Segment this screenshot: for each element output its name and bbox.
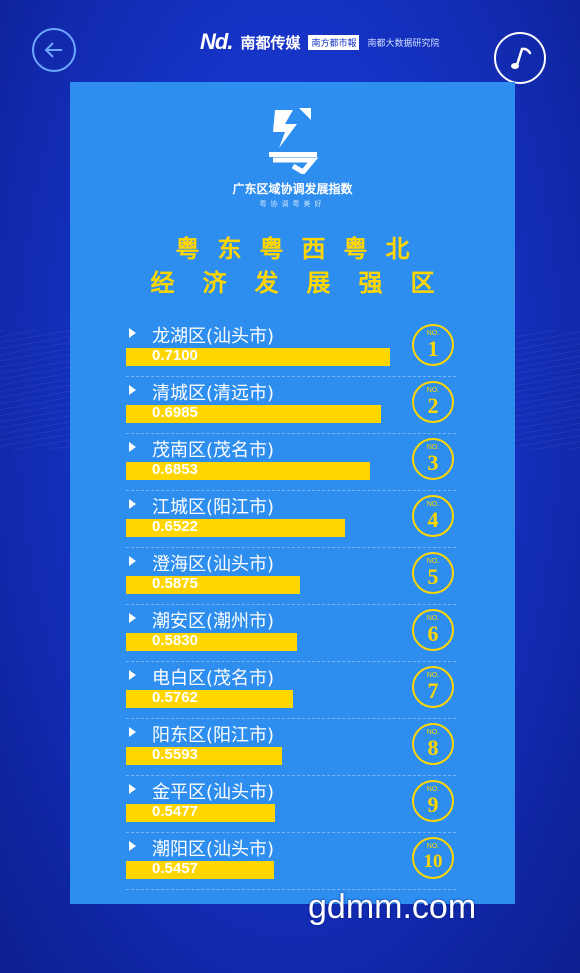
score-bar: [126, 747, 282, 765]
score-bar: [126, 348, 390, 366]
rank-prefix: NO.: [426, 501, 440, 508]
bullet-triangle-icon: [129, 784, 136, 794]
score-value: 0.5593: [152, 746, 198, 763]
brand-logo: Nd.: [200, 29, 233, 54]
watermark: gdmm.com: [308, 888, 477, 926]
rank-badge: NO. 9: [412, 780, 454, 822]
score-bar: [126, 462, 370, 480]
rank-number: 9: [427, 792, 439, 817]
rank-number: 6: [427, 621, 439, 646]
district-name: 电白区(茂名市): [152, 668, 275, 689]
index-emblem-icon: [268, 108, 318, 174]
index-title: 广东区域协调发展指数: [232, 182, 353, 196]
ranking-row[interactable]: 清城区(清远市) 0.6985 NO. 2: [126, 377, 456, 434]
rank-number: 10: [423, 851, 443, 872]
rank-number: 7: [427, 678, 439, 703]
ranking-row[interactable]: 电白区(茂名市) 0.5762 NO. 7: [126, 662, 456, 719]
rank-prefix: NO.: [426, 615, 440, 622]
ranking-row[interactable]: 潮阳区(汕头市) 0.5457 NO. 10: [126, 833, 456, 890]
rank-prefix: NO.: [426, 558, 440, 565]
score-bar: [126, 804, 275, 822]
ranking-row[interactable]: 龙湖区(汕头市) 0.7100 NO. 1: [126, 320, 456, 377]
score-value: 0.6985: [152, 404, 198, 421]
rank-badge: NO. 2: [412, 381, 454, 423]
rank-badge: NO. 5: [412, 552, 454, 594]
district-name: 江城区(阳江市): [152, 497, 275, 518]
headline-line1: 粤东粤西粤北: [175, 235, 428, 263]
bullet-triangle-icon: [129, 670, 136, 680]
bullet-triangle-icon: [129, 841, 136, 851]
score-value: 0.5477: [152, 803, 198, 820]
rank-prefix: NO.: [426, 387, 440, 394]
back-button[interactable]: [32, 28, 76, 72]
score-value: 0.5830: [152, 632, 198, 649]
score-value: 0.5875: [152, 575, 198, 592]
rank-number: 3: [427, 450, 439, 475]
district-name: 龙湖区(汕头市): [152, 326, 275, 347]
bullet-triangle-icon: [129, 499, 136, 509]
rank-prefix: NO.: [426, 444, 440, 451]
score-value: 0.6853: [152, 461, 198, 478]
brand-header: Nd. 南都传媒 南方都市報 南都大数据研究院: [200, 29, 440, 54]
rank-number: 2: [427, 393, 439, 418]
ranking-row[interactable]: 金平区(汕头市) 0.5477 NO. 9: [126, 776, 456, 833]
score-bar: [126, 405, 381, 423]
district-name: 茂南区(茂名市): [152, 440, 275, 461]
bullet-triangle-icon: [129, 328, 136, 338]
district-name: 潮安区(潮州市): [152, 611, 275, 632]
rank-prefix: NO.: [426, 786, 440, 793]
rank-badge: NO. 10: [412, 837, 454, 879]
ranking-row[interactable]: 茂南区(茂名市) 0.6853 NO. 3: [126, 434, 456, 491]
rank-number: 5: [427, 564, 439, 589]
rank-badge: NO. 3: [412, 438, 454, 480]
headline-line2: 经济发展强区: [150, 269, 463, 297]
index-logo: 广东区域协调发展指数 粤协调粤美好: [70, 104, 515, 209]
music-note-icon: [511, 47, 532, 69]
ranking-row[interactable]: 潮安区(潮州市) 0.5830 NO. 6: [126, 605, 456, 662]
bullet-triangle-icon: [129, 385, 136, 395]
ranking-row[interactable]: 江城区(阳江市) 0.6522 NO. 4: [126, 491, 456, 548]
district-name: 清城区(清远市): [152, 383, 275, 404]
score-value: 0.5457: [152, 860, 198, 877]
rank-badge: NO. 6: [412, 609, 454, 651]
rank-number: 4: [427, 507, 439, 532]
score-value: 0.7100: [152, 347, 198, 364]
rank-prefix: NO.: [426, 330, 440, 337]
rank-number: 1: [427, 336, 439, 361]
rank-badge: NO. 8: [412, 723, 454, 765]
rank-badge: NO. 4: [412, 495, 454, 537]
score-bar: [126, 576, 300, 594]
score-bar: [126, 633, 297, 651]
score-value: 0.5762: [152, 689, 198, 706]
rank-badge: NO. 1: [412, 324, 454, 366]
back-arrow-icon: [44, 42, 62, 58]
district-name: 阳东区(阳江市): [152, 725, 275, 746]
score-bar: [126, 519, 345, 537]
district-name: 澄海区(汕头市): [152, 554, 275, 575]
ranking-row[interactable]: 澄海区(汕头市) 0.5875 NO. 5: [126, 548, 456, 605]
ranking-card: 广东区域协调发展指数 粤协调粤美好 粤东粤西粤北 经济发展强区 龙湖区(汕头市)…: [70, 82, 515, 904]
rank-number: 8: [427, 735, 439, 760]
brand-badge-secondary: 南都大数据研究院: [367, 38, 440, 49]
rank-prefix: NO.: [426, 729, 440, 736]
rank-prefix: NO.: [426, 672, 440, 679]
music-toggle-button[interactable]: [494, 32, 546, 84]
bullet-triangle-icon: [129, 613, 136, 623]
score-bar: [126, 690, 293, 708]
score-value: 0.6522: [152, 518, 198, 535]
brand-name: 南都传媒: [240, 33, 301, 52]
district-name: 潮阳区(汕头市): [152, 839, 275, 860]
score-bar: [126, 861, 274, 879]
rank-prefix: NO.: [426, 843, 440, 850]
bullet-triangle-icon: [129, 556, 136, 566]
bullet-triangle-icon: [129, 727, 136, 737]
brand-badge: 南方都市報: [308, 34, 360, 50]
rank-badge: NO. 7: [412, 666, 454, 708]
index-subtitle: 粤协调粤美好: [259, 200, 326, 208]
ranking-row[interactable]: 阳东区(阳江市) 0.5593 NO. 8: [126, 719, 456, 776]
bullet-triangle-icon: [129, 442, 136, 452]
headline: 粤东粤西粤北 经济发展强区: [70, 232, 515, 300]
district-name: 金平区(汕头市): [152, 782, 275, 803]
ranking-list: 龙湖区(汕头市) 0.7100 NO. 1 清城区(清远市) 0.6985 NO. 2 茂南区(…: [126, 320, 456, 890]
